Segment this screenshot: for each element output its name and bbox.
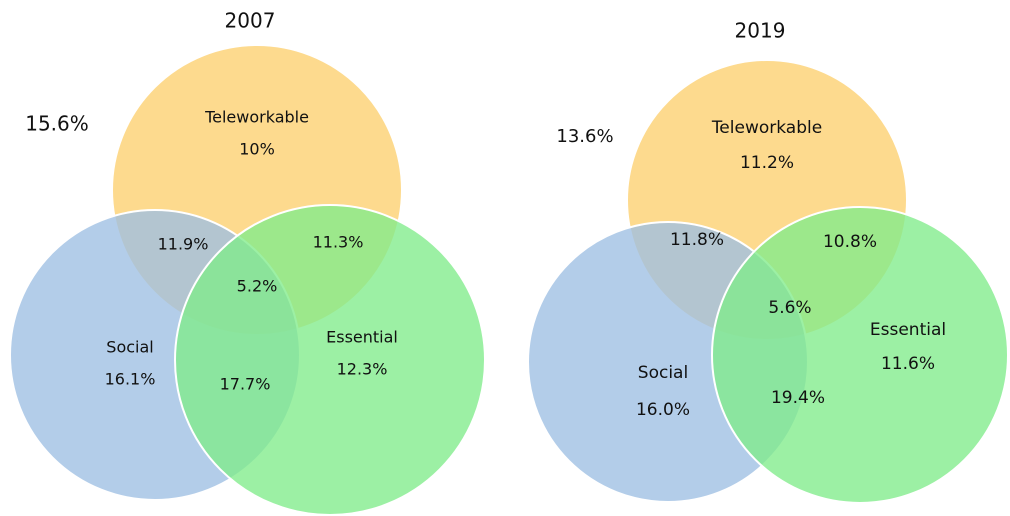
set-circle	[174, 204, 486, 516]
set-label: Teleworkable	[711, 118, 822, 138]
set-value: 10%	[239, 140, 275, 159]
outside-value: 13.6%	[556, 126, 613, 147]
intersection-value: 19.4%	[771, 388, 825, 408]
intersection-value: 17.7%	[220, 375, 271, 394]
set-value: 16.0%	[636, 400, 690, 420]
intersection-value: 5.6%	[768, 298, 811, 318]
set-label: Essential	[870, 320, 946, 340]
set-label: Social	[106, 338, 153, 357]
set-value: 12.3%	[337, 360, 388, 379]
outside-value: 15.6%	[25, 112, 89, 136]
set-circle	[711, 206, 1009, 504]
set-label: Social	[638, 363, 688, 383]
intersection-value: 11.8%	[670, 230, 724, 250]
set-value: 11.6%	[881, 354, 935, 374]
set-value: 11.2%	[740, 153, 794, 173]
intersection-value: 11.3%	[313, 233, 364, 252]
intersection-value: 10.8%	[823, 232, 877, 252]
set-value: 16.1%	[105, 370, 156, 389]
set-label: Essential	[326, 328, 398, 347]
intersection-value: 11.9%	[158, 235, 209, 254]
diagram-title: 2019	[735, 19, 786, 43]
intersection-value: 5.2%	[237, 277, 278, 296]
diagram-title: 2007	[225, 9, 276, 33]
set-label: Teleworkable	[204, 108, 309, 127]
